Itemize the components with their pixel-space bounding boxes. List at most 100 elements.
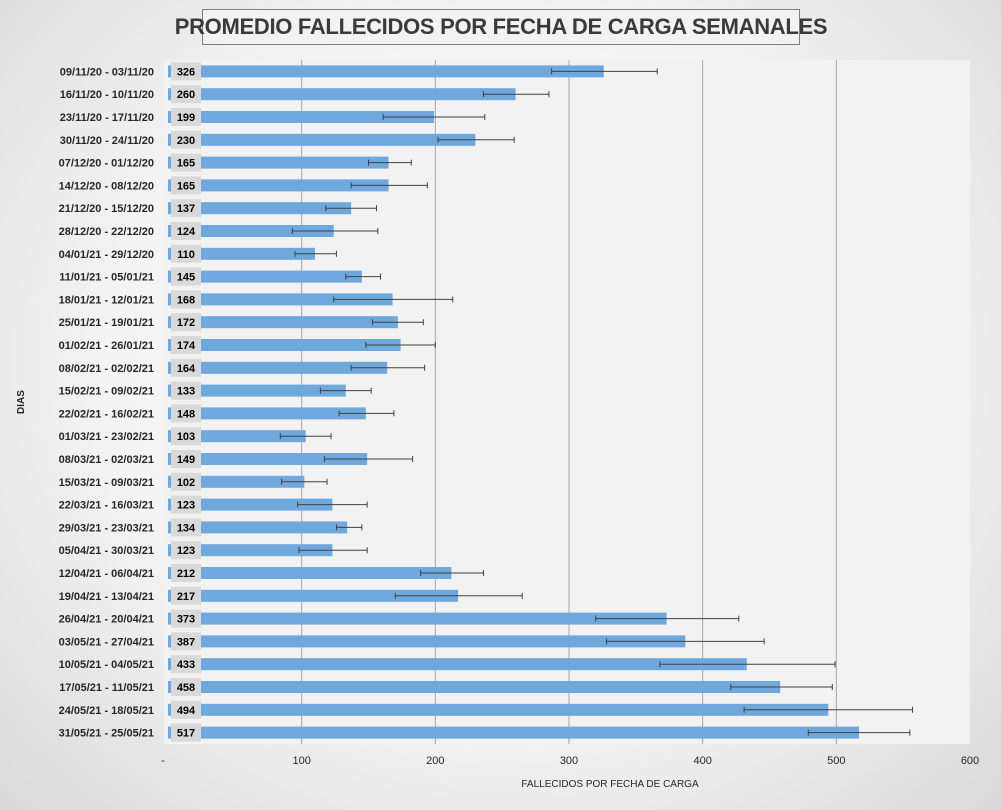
bar [168, 293, 393, 306]
bar [168, 65, 604, 78]
bar [168, 430, 306, 443]
gridlines [301, 60, 837, 744]
data-label: 103 [177, 431, 195, 443]
bar [168, 681, 781, 693]
x-tick-label: 300 [560, 755, 578, 767]
bar [168, 635, 686, 648]
category-label: 31/05/21 - 25/05/21 [59, 728, 154, 740]
data-label-bg [171, 222, 201, 240]
bar [168, 612, 667, 625]
data-label: 133 [177, 386, 195, 398]
category-label: 26/04/21 - 20/04/21 [59, 614, 154, 626]
data-label-bg [171, 244, 201, 263]
category-label: 17/05/21 - 11/05/21 [59, 682, 154, 694]
bar [168, 339, 401, 351]
bar [168, 179, 389, 192]
data-label: 174 [177, 340, 196, 352]
data-label: 373 [177, 614, 195, 626]
data-label: 326 [177, 66, 195, 78]
category-label: 19/04/21 - 13/04/21 [59, 591, 154, 603]
bar [168, 133, 476, 146]
data-label-bg [171, 336, 201, 354]
category-label: 10/05/21 - 04/05/21 [59, 659, 154, 671]
category-label: 05/04/21 - 30/03/21 [59, 545, 154, 557]
bar [168, 589, 459, 602]
data-label-bg [171, 541, 201, 560]
bar [168, 407, 366, 420]
data-label: 123 [177, 545, 195, 557]
data-label-bg [171, 495, 201, 514]
bar [168, 316, 398, 329]
data-label-bg [171, 450, 201, 468]
bar [168, 498, 333, 511]
data-label-bg [171, 381, 201, 400]
category-label: 01/02/21 - 26/01/21 [59, 340, 154, 352]
data-label-bg [171, 130, 201, 149]
category-label: 30/11/20 - 24/11/20 [60, 135, 154, 147]
bar [168, 567, 452, 579]
category-label: 25/01/21 - 19/01/21 [59, 317, 154, 329]
data-label: 517 [177, 728, 195, 740]
data-label-bg [171, 427, 201, 446]
category-axis: 09/11/20 - 03/11/20 16/11/20 - 10/11/20 23… [59, 66, 154, 739]
data-label: 217 [177, 591, 195, 603]
data-label: 212 [177, 568, 195, 580]
bar [168, 270, 362, 283]
x-tick-label: 200 [426, 755, 444, 767]
data-label: 199 [177, 112, 195, 124]
data-label-bg [171, 267, 201, 286]
data-label: 172 [177, 317, 195, 329]
data-label: 134 [177, 522, 196, 534]
category-label: 07/12/20 - 01/12/20 [59, 158, 154, 170]
bar [168, 453, 368, 465]
data-labels: 326 260 199 230 165 165 137 124 110 145 168 172 174 1… [171, 62, 201, 742]
data-label: 387 [177, 636, 195, 648]
bar [168, 88, 516, 101]
data-label-bg [171, 723, 201, 742]
data-label-bg [171, 199, 201, 218]
data-label: 165 [177, 180, 195, 192]
data-label: 102 [177, 477, 195, 489]
data-label-bg [171, 85, 201, 104]
category-label: 04/01/21 - 29/12/20 [59, 249, 154, 261]
category-label: 08/02/21 - 02/02/21 [59, 363, 154, 375]
data-label-bg [171, 678, 201, 696]
bar [168, 544, 333, 557]
category-label: 16/11/20 - 10/11/20 [60, 89, 154, 101]
category-label: 22/03/21 - 16/03/21 [59, 500, 154, 512]
data-label: 165 [177, 158, 195, 170]
data-label-bg [171, 655, 201, 674]
x-tick-label: 500 [827, 755, 845, 767]
data-label-bg [171, 108, 201, 126]
category-label: 15/03/21 - 09/03/21 [59, 477, 154, 489]
category-label: 08/03/21 - 02/03/21 [59, 454, 154, 466]
bar [168, 247, 316, 260]
value-axis: - 100 200 300 400 500 600 [161, 755, 979, 767]
data-label-bg [171, 472, 201, 491]
data-label: 123 [177, 500, 195, 512]
x-axis-title: FALLECIDOS POR FECHA DE CARGA [521, 779, 699, 790]
data-label: 164 [177, 363, 196, 375]
data-label: 458 [177, 682, 195, 694]
bar [168, 384, 346, 397]
data-label-bg [171, 153, 201, 172]
category-label: 18/01/21 - 12/01/21 [59, 294, 154, 306]
data-label-bg [171, 700, 201, 719]
data-label-bg [171, 632, 201, 651]
data-label-bg [171, 62, 201, 81]
bar [168, 156, 389, 169]
data-label: 148 [177, 408, 195, 420]
data-label-bg [171, 290, 201, 309]
category-label: 14/12/20 - 08/12/20 [59, 180, 154, 192]
x-tick-label: 400 [693, 755, 711, 767]
category-label: 12/04/21 - 06/04/21 [59, 568, 154, 580]
data-label: 149 [177, 454, 195, 466]
data-label: 494 [177, 705, 196, 717]
data-label: 110 [177, 249, 195, 261]
data-label: 260 [177, 89, 195, 101]
category-label: 29/03/21 - 23/03/21 [59, 522, 154, 534]
data-label: 124 [177, 226, 196, 238]
data-label: 230 [177, 135, 195, 147]
category-label: 09/11/20 - 03/11/20 [60, 66, 154, 78]
